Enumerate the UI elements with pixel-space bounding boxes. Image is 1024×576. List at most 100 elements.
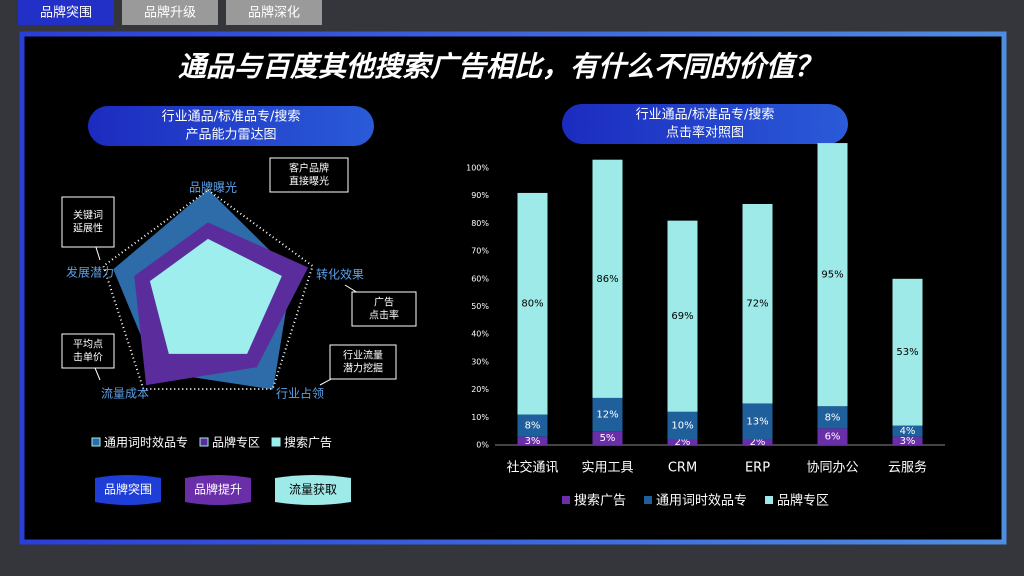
callout-box	[351, 291, 417, 327]
x-tick-label: CRM	[668, 461, 697, 476]
callout-box	[61, 196, 115, 248]
button[interactable]	[275, 475, 351, 505]
value-label: 13%	[746, 416, 768, 427]
callout-box	[61, 333, 115, 369]
value-label: 53%	[896, 347, 918, 358]
y-tick-label: 0%	[476, 441, 489, 450]
callout-text: 平均点	[73, 339, 103, 351]
value-label: 5%	[600, 433, 616, 444]
legend-label: 品牌专区	[212, 435, 260, 450]
bar-segment	[892, 278, 923, 426]
bar-segment	[817, 428, 848, 445]
value-label: 8%	[825, 412, 841, 423]
chart-subtitle: 产品能力雷达图	[185, 128, 276, 143]
button[interactable]	[95, 475, 161, 505]
bar-segment	[817, 143, 848, 407]
bar-segment	[742, 439, 773, 445]
subtitle-pill	[562, 104, 848, 144]
value-label: 3%	[525, 436, 541, 447]
bar-segment	[892, 436, 923, 445]
bar-segment	[742, 204, 773, 404]
legend-label: 通用词时效品专	[656, 494, 747, 509]
radar-axis-label: 转化效果	[316, 267, 364, 282]
bar-segment	[742, 403, 773, 440]
tab[interactable]	[226, 0, 322, 25]
radar-axis-label: 品牌曝光	[189, 181, 237, 195]
callout-text: 点击率	[369, 309, 399, 322]
radar-axis-label: 行业占领	[276, 386, 324, 401]
callout-text: 关键词	[73, 209, 103, 222]
bar-segment	[592, 431, 623, 445]
bar-segment	[892, 425, 923, 437]
callout-text: 行业流量	[343, 349, 383, 362]
bar-segment	[517, 414, 548, 437]
value-label: 2%	[675, 437, 691, 448]
y-tick-label: 30%	[471, 357, 489, 366]
callout-text: 广告	[374, 296, 394, 309]
value-label: 95%	[821, 270, 843, 281]
button[interactable]	[185, 475, 251, 505]
tab[interactable]	[18, 0, 114, 25]
bar-segment	[817, 406, 848, 429]
callout-text: 客户品牌	[289, 162, 329, 175]
legend-swatch	[765, 496, 774, 504]
callout-text: 潜力挖掘	[343, 362, 383, 375]
callout-text: 击单价	[73, 352, 103, 364]
callout-text: 延展性	[73, 222, 103, 235]
legend-swatch	[644, 496, 653, 504]
subtitle-pill	[88, 106, 374, 146]
y-tick-label: 100%	[466, 164, 489, 173]
value-label: 86%	[596, 274, 618, 285]
bar-segment	[592, 397, 623, 432]
y-tick-label: 50%	[471, 302, 489, 311]
button-label: 品牌突围	[104, 482, 152, 497]
value-label: 6%	[825, 432, 841, 443]
y-tick-label: 10%	[471, 413, 489, 422]
value-label: 80%	[521, 299, 543, 310]
x-tick-label: ERP	[745, 461, 770, 476]
value-label: 4%	[900, 426, 916, 437]
bar-segment	[517, 436, 548, 445]
bar-segment	[667, 220, 698, 412]
legend-label: 通用词时效品专	[104, 435, 188, 450]
y-tick-label: 80%	[471, 219, 489, 228]
value-label: 8%	[525, 421, 541, 432]
chart-subtitle: 点击率对照图	[666, 125, 744, 141]
chart-subtitle: 行业通品/标准品专/搜索	[162, 110, 301, 125]
value-label: 10%	[671, 421, 693, 432]
radar-axis-label: 发展潜力	[66, 265, 114, 280]
legend-swatch	[199, 437, 209, 447]
callout-box	[329, 344, 397, 380]
legend-swatch	[91, 437, 101, 447]
y-tick-label: 90%	[471, 191, 489, 200]
y-tick-label: 20%	[471, 385, 489, 394]
y-tick-label: 60%	[471, 274, 489, 283]
bar-segment	[667, 439, 698, 445]
value-label: 69%	[671, 311, 693, 322]
legend-label: 搜索广告	[284, 435, 332, 450]
bar-segment	[667, 411, 698, 440]
x-tick-label: 协同办公	[806, 461, 858, 476]
tab-label: 品牌深化	[248, 5, 300, 21]
legend-label: 搜索广告	[574, 494, 626, 509]
radar-axis-label: 流量成本	[101, 387, 149, 401]
slide-title: 通品与百度其他搜索广告相比，有什么不同的价值？	[178, 50, 822, 83]
button-label: 品牌提升	[194, 482, 242, 497]
legend-swatch	[271, 437, 281, 447]
tab-label: 品牌突围	[40, 5, 92, 21]
bar-segment	[517, 192, 548, 415]
value-label: 3%	[900, 436, 916, 447]
x-tick-label: 云服务	[888, 460, 927, 476]
value-label: 12%	[596, 410, 618, 421]
callout-box	[269, 157, 349, 193]
tab-label: 品牌升级	[144, 5, 196, 21]
y-tick-label: 40%	[471, 330, 489, 339]
legend-swatch	[562, 496, 570, 504]
x-tick-label: 实用工具	[581, 461, 633, 476]
tab[interactable]	[122, 0, 218, 25]
callout-text: 直接曝光	[289, 175, 329, 188]
value-label: 72%	[746, 299, 768, 310]
chart-subtitle: 行业通品/标准品专/搜索	[636, 108, 775, 123]
